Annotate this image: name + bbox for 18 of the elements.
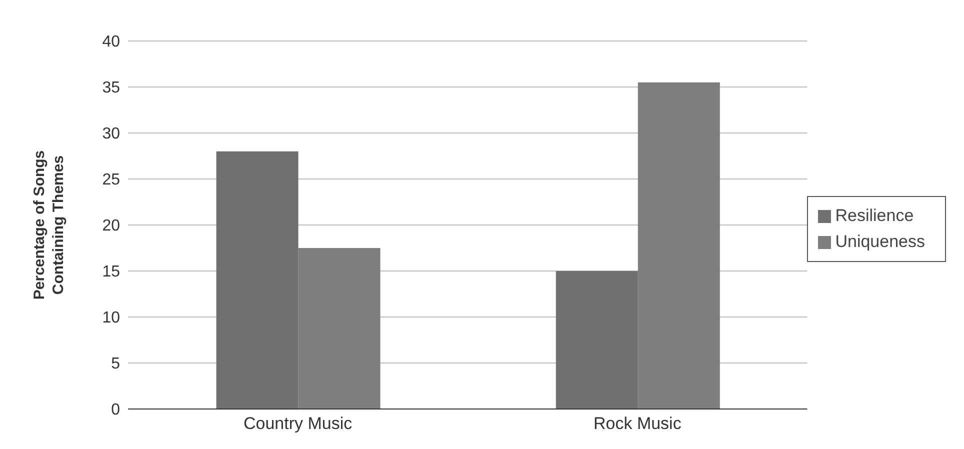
y-tick-label: 5	[111, 356, 120, 373]
x-tick-label: Country Music	[243, 414, 353, 434]
y-tick-label: 15	[102, 264, 120, 281]
legend-label: Resilience	[835, 206, 914, 224]
y-tick-label: 40	[102, 34, 120, 51]
y-tick-label: 35	[102, 80, 120, 97]
x-tick-label: Rock Music	[593, 414, 682, 434]
bar	[216, 151, 298, 409]
bar	[298, 248, 380, 409]
y-tick-label: 30	[102, 126, 120, 143]
bar	[638, 82, 720, 409]
y-tick-label: 20	[102, 218, 120, 235]
y-tick-label: 0	[111, 402, 120, 419]
bar	[556, 271, 638, 409]
y-tick-label: 25	[102, 172, 120, 189]
legend-label: Uniqueness	[835, 232, 925, 250]
y-axis-title: Percentage of Songs Containing Themes	[31, 150, 67, 300]
y-tick-label: 10	[102, 310, 120, 327]
